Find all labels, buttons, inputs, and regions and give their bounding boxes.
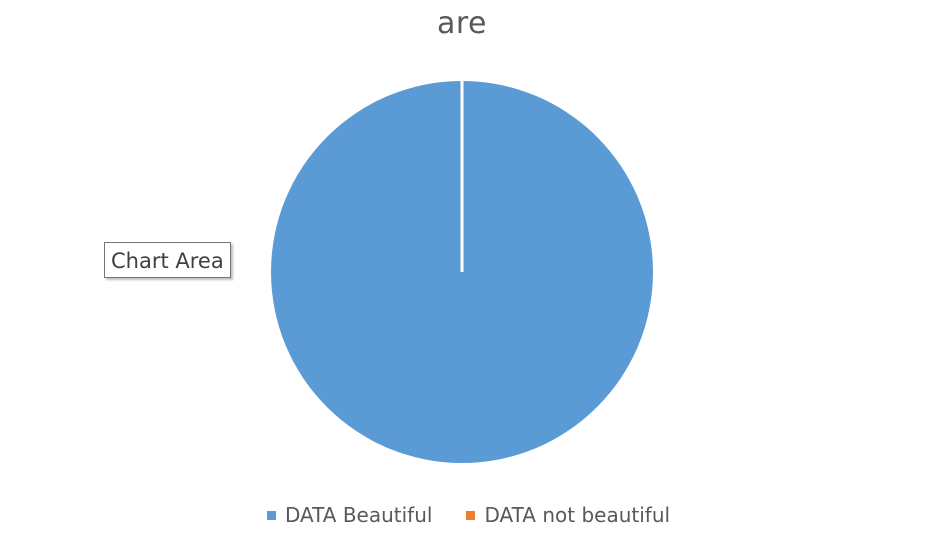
legend: DATA Beautiful DATA not beautiful xyxy=(0,503,927,527)
legend-swatch-data-beautiful xyxy=(266,510,276,520)
chart-area-tooltip: Chart Area xyxy=(104,242,231,278)
chart-title: are xyxy=(436,6,487,41)
legend-item-data-beautiful[interactable]: DATA Beautiful xyxy=(266,503,433,527)
legend-swatch-data-not-beautiful xyxy=(466,510,476,520)
legend-label-data-not-beautiful: DATA not beautiful xyxy=(484,503,671,527)
legend-item-data-not-beautiful[interactable]: DATA not beautiful xyxy=(466,503,670,527)
legend-label-data-beautiful: DATA Beautiful xyxy=(284,503,433,527)
